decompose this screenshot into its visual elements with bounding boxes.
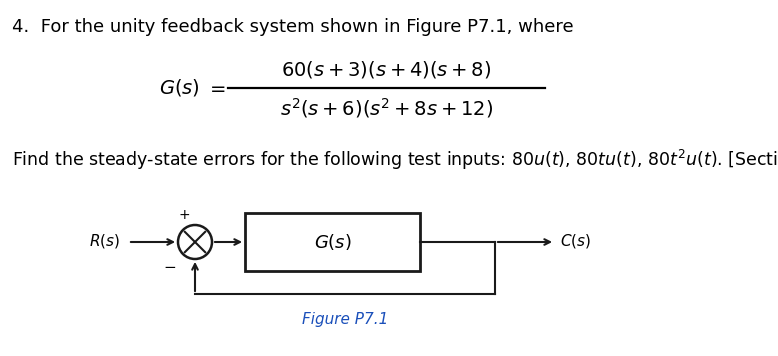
Text: $G(s)$: $G(s)$ xyxy=(314,232,352,252)
Text: $s^2(s+6)(s^2+8s+12)$: $s^2(s+6)(s^2+8s+12)$ xyxy=(280,96,493,120)
Text: $G(s)$: $G(s)$ xyxy=(159,78,200,99)
Text: −: − xyxy=(163,260,176,275)
Text: $C(s)$: $C(s)$ xyxy=(560,232,591,250)
FancyBboxPatch shape xyxy=(245,213,420,271)
Text: Find the steady-state errors for the following test inputs: 80$u$($t$), 80$tu$($: Find the steady-state errors for the fol… xyxy=(12,148,778,172)
Text: 4.  For the unity feedback system shown in Figure P7.1, where: 4. For the unity feedback system shown i… xyxy=(12,18,573,36)
Text: +: + xyxy=(179,208,191,222)
Text: $R(s)$: $R(s)$ xyxy=(89,232,120,250)
Text: $60(s+3)(s+4)(s+8)$: $60(s+3)(s+4)(s+8)$ xyxy=(282,59,492,80)
Text: Figure P7.1: Figure P7.1 xyxy=(302,312,388,327)
Text: $=$: $=$ xyxy=(206,79,226,97)
